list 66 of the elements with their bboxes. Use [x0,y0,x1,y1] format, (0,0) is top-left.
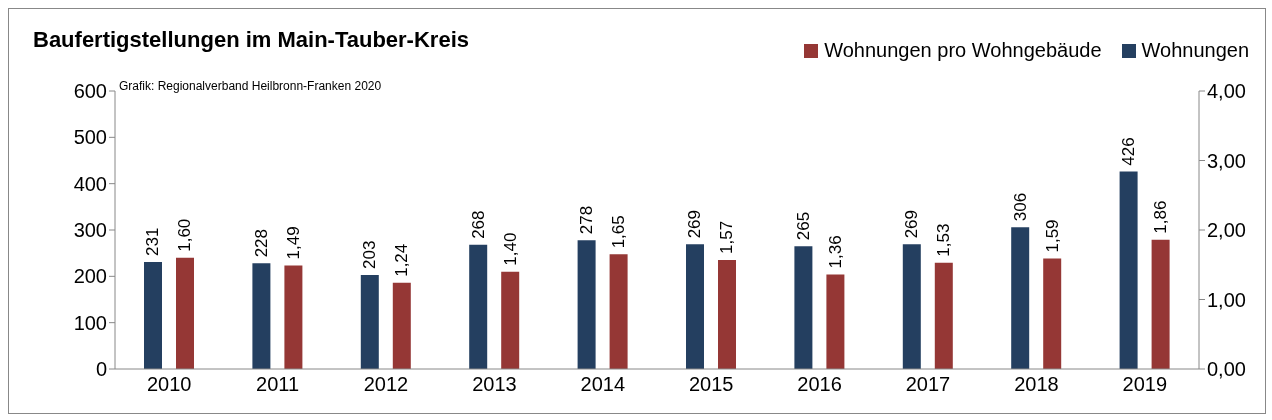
x-tick-label: 2013 [472,373,517,396]
bar [284,265,303,369]
bar [609,254,628,369]
data-label: 1,60 [175,218,195,252]
bar [392,282,411,369]
data-label: 268 [468,210,488,239]
data-label: 228 [251,228,271,258]
y-tick-label: 400 [73,172,107,195]
data-label: 278 [577,205,597,235]
bar [1011,227,1030,369]
y-tick-label: 600 [73,80,107,103]
x-tick-label: 2016 [797,373,842,396]
bar [826,274,845,369]
y-tick-label: 300 [73,219,107,242]
data-label: 1,40 [500,232,520,266]
bar [252,263,271,369]
y-tick-label: 500 [73,126,107,149]
x-tick-label: 2011 [256,373,300,396]
bar [794,246,813,369]
annotation: Grafik: Regionalverband Heilbronn-Franken 2020 [119,79,382,93]
bar [144,261,162,369]
data-label: 1,57 [717,220,737,254]
bar [1151,239,1170,369]
y-tick-label: 200 [73,265,107,288]
bar [686,244,704,369]
data-label: 1,49 [283,226,303,260]
x-tick-label: 2015 [688,373,734,396]
data-label: 269 [685,209,705,239]
data-label: 1,65 [609,215,629,249]
bar [902,244,921,369]
data-label: 426 [1119,137,1139,166]
x-tick-label: 2019 [1122,373,1168,396]
data-label: 1,36 [825,235,845,269]
bar [1043,258,1062,369]
data-label: 1,86 [1151,200,1171,234]
bar [469,244,488,369]
legend-label: Wohnungen [1141,39,1249,62]
data-label: 203 [360,240,380,269]
x-tick-label: 2010 [146,373,192,396]
x-tick-label: 2018 [1014,373,1059,396]
data-label: 269 [902,209,922,239]
data-label: 265 [793,211,813,241]
bar [176,257,194,369]
legend-label: Wohnungen pro Wohngebäude [824,39,1102,62]
bar [360,274,379,369]
data-label: 231 [143,227,163,256]
data-label: 1,53 [934,223,954,257]
bar [501,271,520,369]
y2-tick-label: 4,00 [1207,80,1246,103]
data-label: 1,59 [1042,219,1062,253]
bar [718,259,736,369]
y2-tick-label: 1,00 [1207,288,1246,311]
data-label: 1,24 [392,243,412,277]
y2-tick-label: 3,00 [1207,149,1246,172]
y2-tick-label: 0,00 [1207,358,1246,381]
x-tick-label: 2017 [905,373,951,396]
y2-tick-label: 2,00 [1207,219,1246,242]
y-tick-label: 0 [95,358,107,381]
chart-title: Baufertigstellungen im Main-Tauber-Kreis [33,27,469,53]
y-tick-label: 100 [73,311,107,334]
bar [1119,171,1138,369]
bar [934,262,953,369]
data-label: 306 [1010,192,1030,222]
bar [577,240,596,369]
x-tick-label: 2012 [363,373,409,396]
x-tick-label: 2014 [580,373,626,396]
